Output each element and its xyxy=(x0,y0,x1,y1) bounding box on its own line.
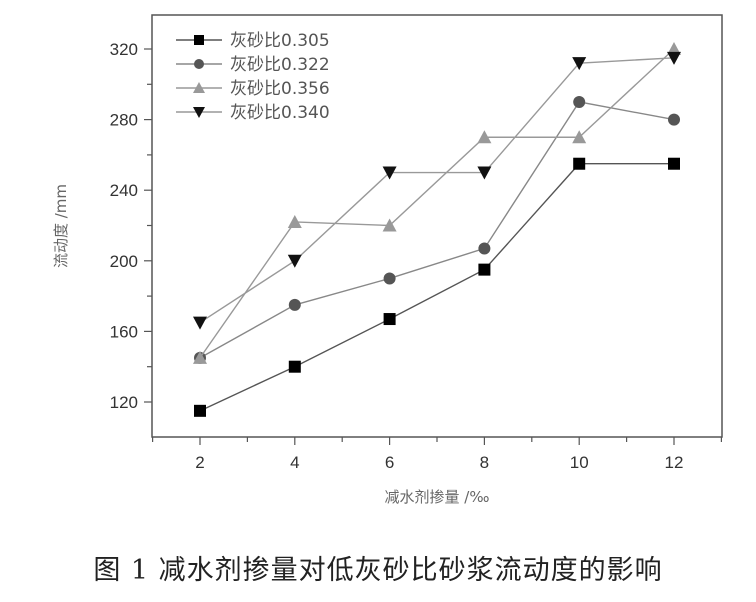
triangle-down-marker-icon xyxy=(193,107,205,118)
y-tick-label: 240 xyxy=(110,181,138,200)
triangle-down-marker-icon xyxy=(667,51,681,65)
triangle-down-marker-icon xyxy=(477,166,492,180)
y-tick-label: 200 xyxy=(110,252,138,271)
square-marker-icon xyxy=(478,263,491,276)
series-line xyxy=(199,48,675,359)
triangle-up-marker-icon xyxy=(572,130,587,144)
triangle-up-marker-icon xyxy=(193,350,207,364)
x-tick-label: 10 xyxy=(570,453,589,472)
y-tick-label: 280 xyxy=(110,111,138,130)
triangle-down-marker-icon xyxy=(382,166,397,180)
square-marker-icon xyxy=(668,157,680,170)
legend-label: 灰砂比0.356 xyxy=(230,79,330,99)
x-axis-title: 减水剂掺量 /‰ xyxy=(385,488,490,506)
series-1 xyxy=(194,95,680,364)
x-tick-label: 6 xyxy=(385,453,394,472)
x-tick-label: 4 xyxy=(290,453,299,472)
y-axis: 120 160 200 240 280 320 xyxy=(110,40,152,412)
square-marker-icon xyxy=(194,404,206,417)
x-tick-label: 12 xyxy=(665,453,684,472)
legend-item: 灰砂比0.356 xyxy=(176,79,330,99)
legend: 灰砂比0.305 灰砂比0.322 灰砂比0.356 灰砂比0.340 xyxy=(176,31,330,123)
square-marker-icon xyxy=(383,313,396,326)
y-axis-title: 流动度 /mm xyxy=(52,184,70,268)
triangle-down-marker-icon xyxy=(572,57,587,71)
circle-marker-icon xyxy=(194,59,204,69)
series-0 xyxy=(194,157,680,417)
circle-marker-icon xyxy=(668,113,680,126)
x-tick-label: 8 xyxy=(480,453,489,472)
square-marker-icon xyxy=(194,35,204,45)
y-tick-label: 120 xyxy=(110,393,138,412)
legend-label: 灰砂比0.322 xyxy=(230,55,330,75)
square-marker-icon xyxy=(573,157,586,170)
circle-marker-icon xyxy=(288,298,301,311)
triangle-up-marker-icon xyxy=(477,130,492,144)
y-tick-label: 160 xyxy=(110,322,138,341)
legend-item: 灰砂比0.305 xyxy=(176,31,330,51)
series-3 xyxy=(193,51,681,330)
triangle-up-marker-icon xyxy=(193,82,205,93)
triangle-up-marker-icon xyxy=(382,218,397,232)
legend-label: 灰砂比0.340 xyxy=(230,103,330,123)
figure-caption: 图 1 减水剂掺量对低灰砂比砂浆流动度的影响 xyxy=(93,555,663,586)
triangle-up-marker-icon xyxy=(287,214,302,228)
circle-marker-icon xyxy=(478,242,491,255)
legend-label: 灰砂比0.305 xyxy=(230,31,330,51)
x-tick-label: 2 xyxy=(195,453,204,472)
legend-item: 灰砂比0.340 xyxy=(176,103,330,123)
series-2 xyxy=(193,42,681,364)
square-marker-icon xyxy=(288,360,301,373)
legend-item: 灰砂比0.322 xyxy=(176,55,330,75)
triangle-down-marker-icon xyxy=(193,316,207,330)
circle-marker-icon xyxy=(573,95,586,108)
x-axis: 2 4 6 8 10 12 xyxy=(152,437,723,472)
triangle-down-marker-icon xyxy=(287,254,302,268)
series-line xyxy=(199,57,675,324)
series-line xyxy=(199,163,674,412)
series-line xyxy=(199,101,675,359)
circle-marker-icon xyxy=(383,272,396,285)
data-series xyxy=(193,42,681,417)
triangle-up-marker-icon xyxy=(667,42,681,55)
y-tick-label: 320 xyxy=(110,40,138,59)
